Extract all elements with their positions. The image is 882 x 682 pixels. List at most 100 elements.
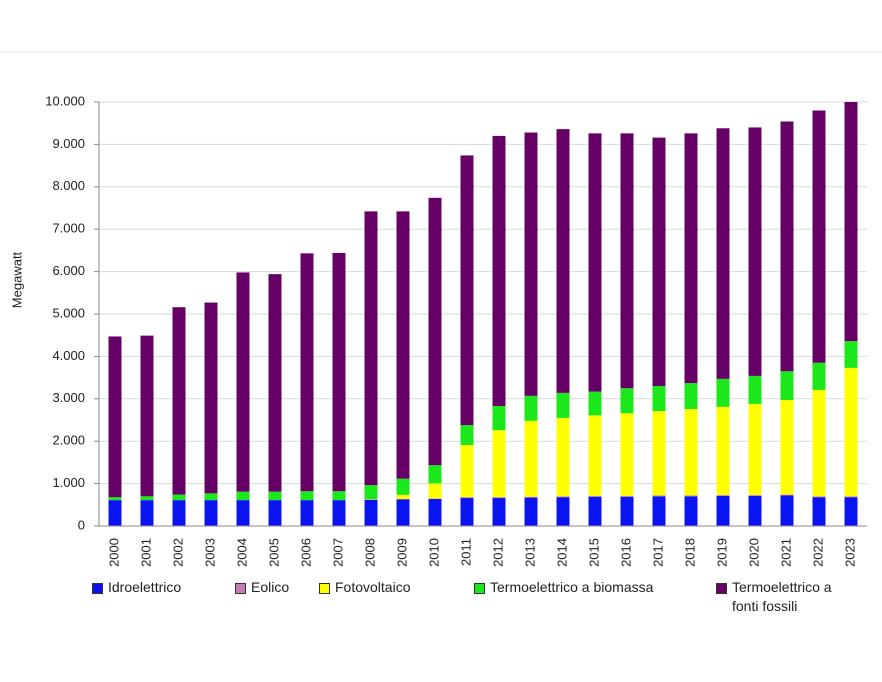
legend-item: Idroelettrico [92,578,181,597]
x-tick-label: 2019 [714,538,729,567]
bar-segment [236,500,250,526]
bar-segment [492,406,506,431]
bar-segment [524,496,538,498]
y-tick-label: 0 [78,517,85,532]
legend-item: Fotovoltaico [319,578,410,597]
bar-segment [588,391,602,416]
bar-segment [556,417,570,497]
bar-segment [268,274,282,492]
bar-segment [524,132,538,396]
bar-segment [556,129,570,393]
bar-segment [620,388,634,414]
bar-segment [300,500,314,526]
bar-segment [204,493,218,501]
bar-segment [460,155,474,426]
bar-segment [844,496,858,498]
bar-segment [108,336,122,498]
y-tick-label: 4.000 [52,348,85,363]
bar-segment [460,497,474,499]
y-tick-label: 1.000 [52,475,85,490]
bar-segment [460,425,474,446]
x-tick-label: 2023 [842,538,857,567]
y-tick-label: 5.000 [52,305,85,320]
bar-segment [236,272,250,492]
legend-swatch [235,583,246,594]
bar-segment [684,408,698,496]
bar-segment [780,495,794,526]
bar-segment [204,302,218,494]
bar-segment [652,495,666,497]
bar-segment [460,445,474,498]
bar-segment [332,252,346,492]
y-tick-label: 7.000 [52,221,85,236]
bar-segment [684,383,698,409]
legend-label: Eolico [251,579,290,595]
bar-segment [524,395,538,421]
bar-segment [844,341,858,368]
bar-segment [716,128,730,379]
bar-segment [588,133,602,392]
bar-segment [140,335,154,497]
legend-label: Idroelettrico [108,579,182,595]
bar-segment [812,496,826,498]
x-tick-label: 2009 [394,538,409,567]
bar-segment [684,133,698,384]
bar-segment [204,500,218,526]
bar-segment [492,135,506,407]
bar-segment [812,389,826,497]
bar-segment [620,496,634,526]
x-tick-label: 2022 [810,538,825,567]
x-tick-label: 2000 [106,538,121,567]
y-tick-label: 9.000 [52,136,85,151]
bar-segment [300,491,314,501]
bar-segment [748,495,762,526]
x-tick-label: 2013 [522,538,537,567]
x-tick-label: 2014 [554,538,569,567]
bar-segment [428,483,442,499]
bar-segment [364,499,378,526]
legend-item: Eolico [235,578,289,597]
x-tick-label: 2006 [298,538,313,567]
x-tick-label: 2001 [138,538,153,567]
x-tick-label: 2011 [458,538,473,566]
bar-segment [396,494,410,500]
x-tick-label: 2005 [266,538,281,567]
bar-segment [620,495,634,497]
bar-segment [236,491,250,501]
x-tick-label: 2016 [618,538,633,567]
bar-segment [300,253,314,492]
bar-segment [140,500,154,526]
bar-segment [492,498,506,526]
y-tick-label: 6.000 [52,263,85,278]
bar-segment [268,500,282,526]
legend-label: Fotovoltaico [335,579,411,595]
bar-segment [844,497,858,526]
y-tick-label: 2.000 [52,433,85,448]
bar-segment [396,478,410,495]
x-tick-label: 2008 [362,538,377,567]
y-axis-title: Megawatt [9,251,24,308]
bar-segment [428,197,442,466]
bar-segment [588,495,602,497]
bar-segment [268,491,282,501]
bar-segment [652,386,666,412]
x-tick-label: 2002 [170,538,185,567]
bar-segment [428,465,442,484]
bar-segment [748,495,762,496]
bar-segment [844,367,858,497]
legend-swatch [319,583,330,594]
legend-item: Termoelettrico a fonti fossili [716,578,841,616]
legend-swatch [474,583,485,594]
legend-swatch [92,583,103,594]
bar-segment [588,496,602,526]
bar-segment [812,362,826,390]
bar-segment [780,494,794,496]
bar-segment [716,378,730,407]
bar-segment [396,211,410,479]
bar-segment [108,497,122,501]
bar-segment [684,495,698,497]
bar-segment [652,411,666,496]
bar-segment [460,498,474,526]
